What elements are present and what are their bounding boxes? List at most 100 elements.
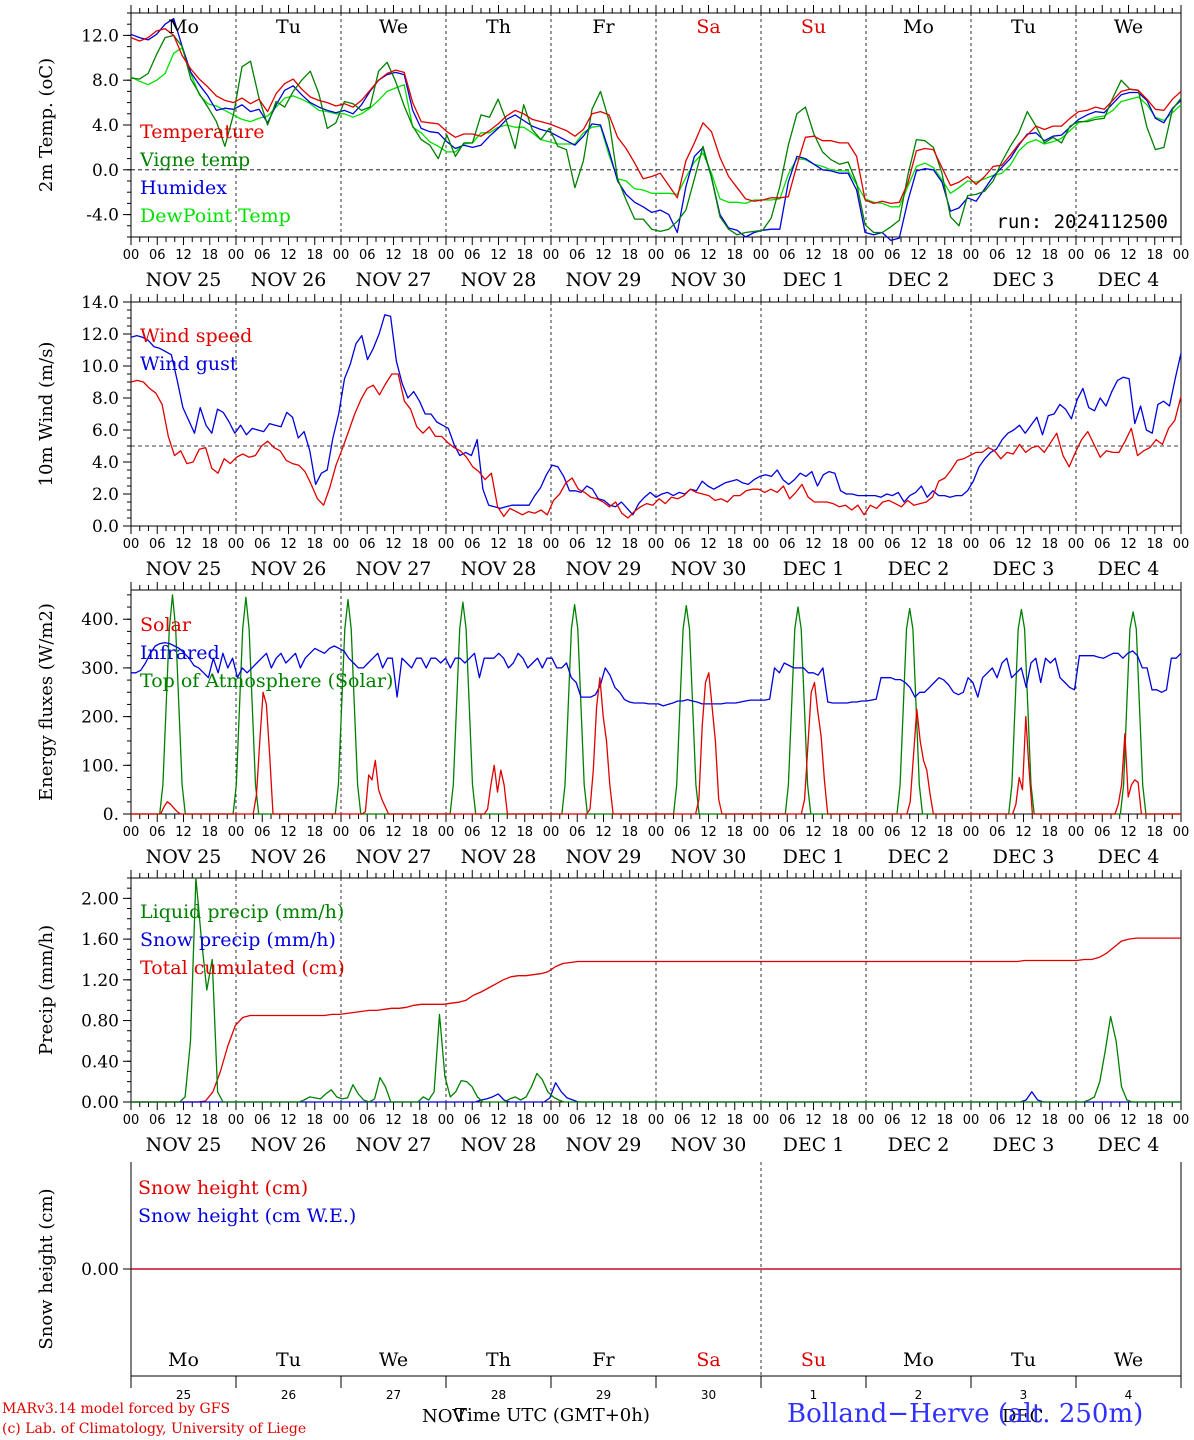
hour-label: 12: [1120, 825, 1137, 840]
y-tick-label: 10.0: [81, 357, 119, 377]
hour-label: 12: [910, 537, 927, 552]
legend-entry: Liquid precip (mm/h): [140, 901, 344, 923]
date-label: NOV 26: [251, 1134, 327, 1156]
series-line: [130, 47, 1182, 208]
hour-label: 06: [989, 248, 1006, 263]
hour-label: 06: [149, 248, 166, 263]
hour-label: 18: [1041, 537, 1058, 552]
date-label: NOV 28: [461, 846, 537, 868]
date-label: DEC 4: [1098, 1134, 1160, 1156]
series-line: [130, 28, 1182, 205]
date-label: NOV 29: [566, 846, 642, 868]
date-label: NOV 27: [356, 1134, 432, 1156]
legend-entry: Infrared: [140, 642, 220, 664]
hour-label: 12: [1015, 248, 1032, 263]
hour-label: 00: [438, 825, 455, 840]
hour-label: 06: [674, 825, 691, 840]
hour-label: 12: [385, 1113, 402, 1128]
date-label: NOV 25: [146, 1134, 222, 1156]
hour-label: 00: [123, 248, 140, 263]
date-label: NOV 27: [356, 558, 432, 580]
hour-label: 12: [700, 537, 717, 552]
hour-label: 12: [910, 248, 927, 263]
date-label: DEC 1: [783, 269, 845, 291]
hour-label: 06: [254, 537, 271, 552]
hour-label: 00: [963, 537, 980, 552]
hour-label: 00: [543, 248, 560, 263]
y-axis-label: Precip (mm/h): [36, 925, 57, 1055]
date-number-label: 2: [915, 1388, 923, 1402]
hour-label: 18: [936, 537, 953, 552]
hour-label: 00: [333, 825, 350, 840]
date-label: NOV 30: [671, 558, 747, 580]
series-line: [131, 1082, 1181, 1103]
hour-label: 18: [411, 825, 428, 840]
date-number-label: 27: [386, 1388, 401, 1402]
date-label: NOV 29: [566, 558, 642, 580]
date-label: NOV 25: [146, 558, 222, 580]
hour-label: 18: [516, 1113, 533, 1128]
legend-entry: Temperature: [140, 121, 264, 143]
date-number-label: 29: [596, 1388, 611, 1402]
legend-entry: Snow height (cm): [138, 1177, 308, 1199]
hour-label: 06: [464, 1113, 481, 1128]
x-axis-title: Time UTC (GMT+0h): [455, 1405, 650, 1426]
y-tick-label: 0.80: [81, 1012, 119, 1032]
date-number-label: 3: [1020, 1388, 1028, 1402]
hour-label: 06: [779, 537, 796, 552]
weekday-label-bottom: Fr: [592, 1349, 615, 1371]
hour-label: 12: [595, 537, 612, 552]
y-tick-label: 300.: [81, 659, 119, 679]
hour-label: 18: [411, 537, 428, 552]
station-name: Bolland−Herve (alt. 250m): [787, 1399, 1144, 1429]
hour-label: 06: [569, 248, 586, 263]
date-label: NOV 26: [251, 269, 327, 291]
hour-label: 18: [1146, 537, 1163, 552]
hour-label: 00: [438, 248, 455, 263]
hour-label: 18: [1146, 248, 1163, 263]
series-line: [131, 877, 1181, 1103]
date-label: NOV 29: [566, 269, 642, 291]
hour-label: 12: [280, 825, 297, 840]
hour-label: 06: [464, 248, 481, 263]
hour-label: 12: [1120, 537, 1137, 552]
hour-label: 00: [648, 248, 665, 263]
y-tick-label: 400.: [81, 610, 119, 630]
series-line: [130, 314, 1182, 516]
date-label: DEC 2: [888, 269, 950, 291]
y-tick-label: 8.0: [92, 71, 119, 91]
hour-label: 00: [438, 1113, 455, 1128]
hour-label: 06: [569, 1113, 586, 1128]
weekday-label-top: We: [1114, 16, 1143, 38]
hour-label: 12: [385, 248, 402, 263]
date-number-label: 4: [1125, 1388, 1133, 1402]
hour-label: 00: [1173, 248, 1190, 263]
hour-label: 12: [280, 1113, 297, 1128]
hour-label: 12: [175, 1113, 192, 1128]
date-label: DEC 2: [888, 558, 950, 580]
y-axis-label: 10m Wind (m/s): [36, 342, 57, 487]
hour-label: 18: [201, 537, 218, 552]
hour-label: 06: [884, 537, 901, 552]
hour-label: 12: [1015, 537, 1032, 552]
weekday-label-top: Fr: [592, 16, 615, 38]
hour-label: 12: [1015, 1113, 1032, 1128]
date-label: DEC 4: [1098, 269, 1160, 291]
hour-label: 12: [910, 825, 927, 840]
legend-entry: Total cumulated (cm): [140, 957, 345, 979]
hour-label: 06: [464, 537, 481, 552]
legend-entry: Wind speed: [140, 325, 252, 347]
weekday-label-bottom: Sa: [696, 1349, 720, 1371]
weekday-label-bottom: Tu: [276, 1349, 301, 1371]
hour-label: 06: [359, 1113, 376, 1128]
hour-label: 06: [569, 825, 586, 840]
credit-line-1: MARv3.14 model forced by GFS: [2, 1401, 231, 1417]
hour-label: 00: [1173, 537, 1190, 552]
weekday-label-top: Sa: [696, 16, 720, 38]
hour-label: 06: [359, 248, 376, 263]
hour-label: 12: [595, 825, 612, 840]
date-label: DEC 3: [993, 558, 1055, 580]
hour-label: 18: [726, 1113, 743, 1128]
weekday-label-bottom: We: [379, 1349, 408, 1371]
hour-label: 00: [228, 248, 245, 263]
